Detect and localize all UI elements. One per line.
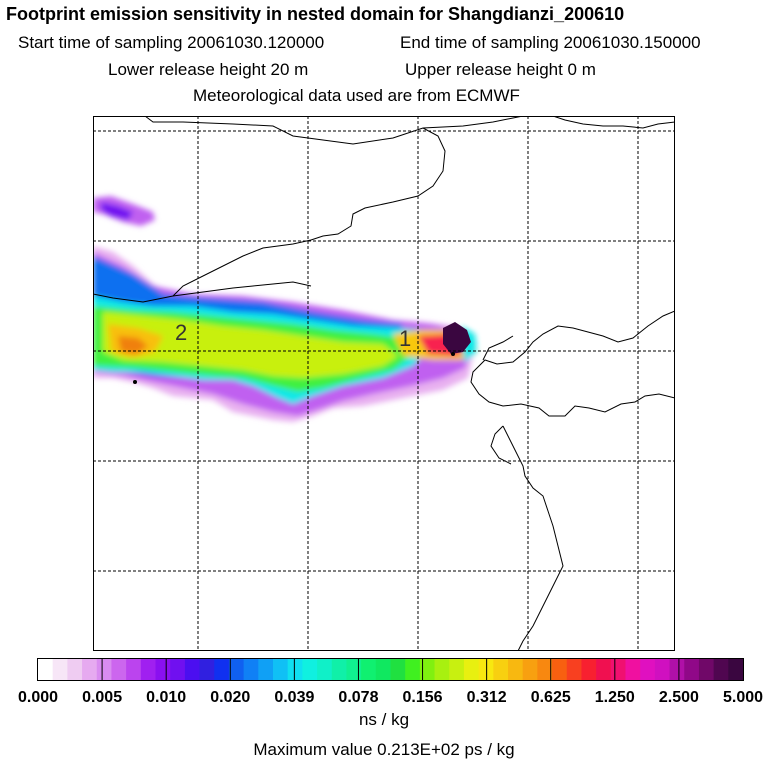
colorbar-tick-label: 0.625	[531, 689, 571, 706]
colorbar-tick-label: 0.010	[146, 689, 186, 706]
colorbar-cell	[38, 659, 54, 680]
colorbar: 0.000 0.005 0.010 0.020 0.039 0.078 0.156 0.312…	[18, 658, 763, 706]
colorbar-frame	[37, 658, 744, 681]
colorbar-cell	[273, 659, 289, 680]
colorbar-cell	[375, 659, 392, 680]
colorbar-cell	[449, 659, 465, 680]
colorbar-cell	[698, 659, 715, 680]
colorbar-cell	[199, 659, 215, 680]
colorbar-cell	[361, 659, 377, 680]
colorbar-cell	[82, 659, 98, 680]
colorbar-cell	[684, 659, 700, 680]
colorbar-tick-label: 1.250	[595, 689, 635, 706]
colorbar-tick-label: 0.005	[82, 689, 122, 706]
colorbar-cell	[302, 659, 318, 680]
site-marker-dot	[133, 380, 137, 384]
site-marker-dot	[451, 352, 455, 356]
grid-lines	[93, 116, 675, 651]
colorbar-cell	[214, 659, 230, 680]
colorbar-cell	[463, 659, 480, 680]
colorbar-cell	[346, 659, 362, 680]
colorbar-cell	[625, 659, 641, 680]
colorbar-tick-label: 0.020	[210, 689, 250, 706]
coastlines	[93, 116, 675, 651]
colorbar-tick-label: 0.312	[467, 689, 507, 706]
met-data-label: Meteorological data used are from ECMWF	[193, 86, 520, 105]
colorbar-tick-label: 0.000	[18, 689, 58, 706]
colorbar-cell	[184, 659, 201, 680]
upper-release-height-label: Upper release height 0 m	[405, 60, 596, 79]
colorbar-cell	[170, 659, 186, 680]
colorbar-cell	[317, 659, 333, 680]
colorbar-tick-label: 2.500	[659, 689, 699, 706]
colorbar-cell	[434, 659, 450, 680]
colorbar-tick-label: 0.078	[338, 689, 378, 706]
colorbar-cell	[155, 659, 171, 680]
plot-title: Footprint emission sensitivity in nested…	[6, 4, 625, 24]
colorbar-cells	[38, 659, 744, 680]
colorbar-tick-label: 0.156	[403, 689, 443, 706]
site-label-1: 1	[399, 326, 411, 351]
colorbar-tick-label: 0.039	[274, 689, 314, 706]
colorbar-cell	[522, 659, 538, 680]
colorbar-cell	[405, 659, 421, 680]
colorbar-cell	[96, 659, 113, 680]
footprint-map: 1 2	[93, 116, 675, 651]
colorbar-cell	[243, 659, 259, 680]
colorbar-cell	[610, 659, 627, 680]
colorbar-cell	[52, 659, 68, 680]
colorbar-cell	[228, 659, 245, 680]
maximum-value-label: Maximum value 0.213E+02 ps / kg	[253, 740, 515, 759]
map-frame	[93, 116, 675, 651]
colorbar-dividers	[101, 659, 680, 680]
colorbar-cell	[654, 659, 671, 680]
lower-release-height-label: Lower release height 20 m	[108, 60, 309, 79]
colorbar-cell	[258, 659, 274, 680]
colorbar-cell	[111, 659, 127, 680]
colorbar-cell	[419, 659, 436, 680]
colorbar-cell	[713, 659, 729, 680]
colorbar-cell	[493, 659, 509, 680]
site-label-2: 2	[175, 320, 187, 345]
colorbar-cell	[640, 659, 656, 680]
colorbar-tick-label: 5.000	[723, 689, 763, 706]
colorbar-cell	[390, 659, 406, 680]
colorbar-cell	[287, 659, 303, 680]
start-time-label: Start time of sampling 20061030.120000	[18, 33, 325, 52]
colorbar-cell	[552, 659, 568, 680]
colorbar-cell	[126, 659, 142, 680]
emission-plume	[93, 196, 478, 422]
peak-sensitivity-region	[443, 322, 471, 354]
colorbar-cell	[331, 659, 348, 680]
end-time-label: End time of sampling 20061030.150000	[400, 33, 701, 52]
colorbar-cell	[508, 659, 524, 680]
colorbar-cell	[140, 659, 157, 680]
colorbar-cell	[669, 659, 685, 680]
colorbar-cell	[537, 659, 553, 680]
colorbar-cell	[67, 659, 83, 680]
colorbar-units: ns / kg	[358, 710, 410, 729]
colorbar-cell	[566, 659, 583, 680]
colorbar-cell	[728, 659, 744, 680]
colorbar-tick-labels: 0.000 0.005 0.010 0.020 0.039 0.078 0.156 0.312…	[18, 689, 763, 706]
colorbar-cell	[581, 659, 597, 680]
colorbar-cell	[596, 659, 612, 680]
